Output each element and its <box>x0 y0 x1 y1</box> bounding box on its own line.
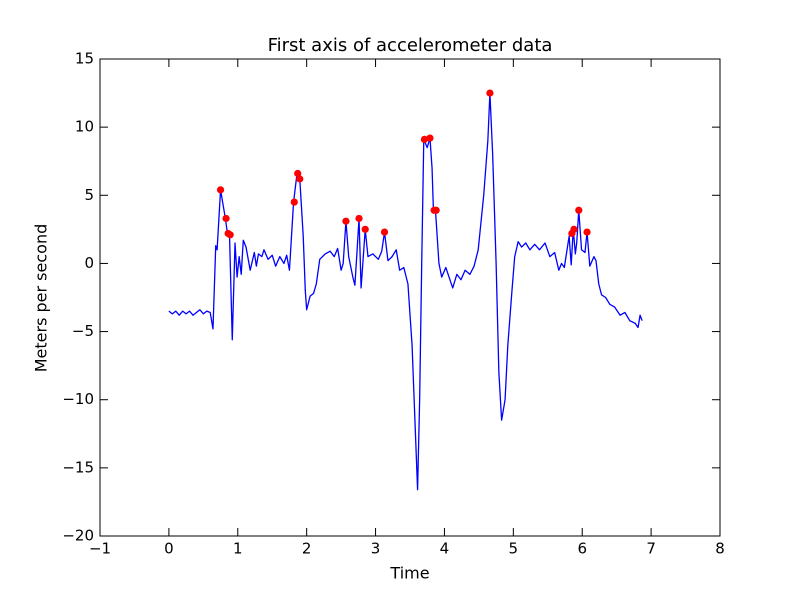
scatter-point <box>361 225 369 233</box>
y-tick-label: −10 <box>62 390 94 408</box>
scatter-point <box>355 214 363 223</box>
scatter-point <box>380 228 389 236</box>
y-axis-label: Meters per second <box>32 224 51 373</box>
x-tick-label: 0 <box>164 540 174 558</box>
scatter-point <box>226 231 234 239</box>
x-tick-label: 6 <box>577 540 587 558</box>
y-tick-label: 10 <box>75 118 94 136</box>
scatter-point <box>570 225 578 233</box>
x-axis-label: Time <box>389 564 429 583</box>
scatter-point <box>420 135 429 144</box>
y-tick-label: 15 <box>75 50 94 68</box>
scatter-point <box>296 175 304 183</box>
x-tick-label: 7 <box>646 540 656 558</box>
scatter-point <box>583 228 591 236</box>
x-tick-label: 5 <box>509 540 519 558</box>
x-tick-label: 8 <box>715 540 725 558</box>
chart-title: First axis of accelerometer data <box>268 35 553 56</box>
y-tick-label: −20 <box>62 527 94 545</box>
y-tick-label: −5 <box>72 322 94 340</box>
scatter-point <box>294 169 302 178</box>
x-tick-label: 1 <box>233 540 243 558</box>
y-tick-label: 5 <box>84 186 94 204</box>
x-tick-label: −1 <box>89 540 111 558</box>
x-tick-label: 2 <box>302 540 312 558</box>
scatter-point <box>426 134 434 142</box>
y-tick-label: −15 <box>62 458 94 476</box>
scatter-point <box>222 214 230 223</box>
x-tick-label: 4 <box>440 540 450 558</box>
scatter-point <box>342 217 350 225</box>
scatter-point <box>290 198 298 206</box>
scatter-point <box>432 206 440 214</box>
scatter-point <box>216 186 225 194</box>
y-tick-label: 0 <box>84 254 94 272</box>
scatter-point <box>575 206 583 214</box>
data-line <box>168 92 643 491</box>
scatter-point <box>486 89 494 97</box>
x-tick-label: 3 <box>371 540 381 558</box>
plot-frame <box>99 58 721 537</box>
